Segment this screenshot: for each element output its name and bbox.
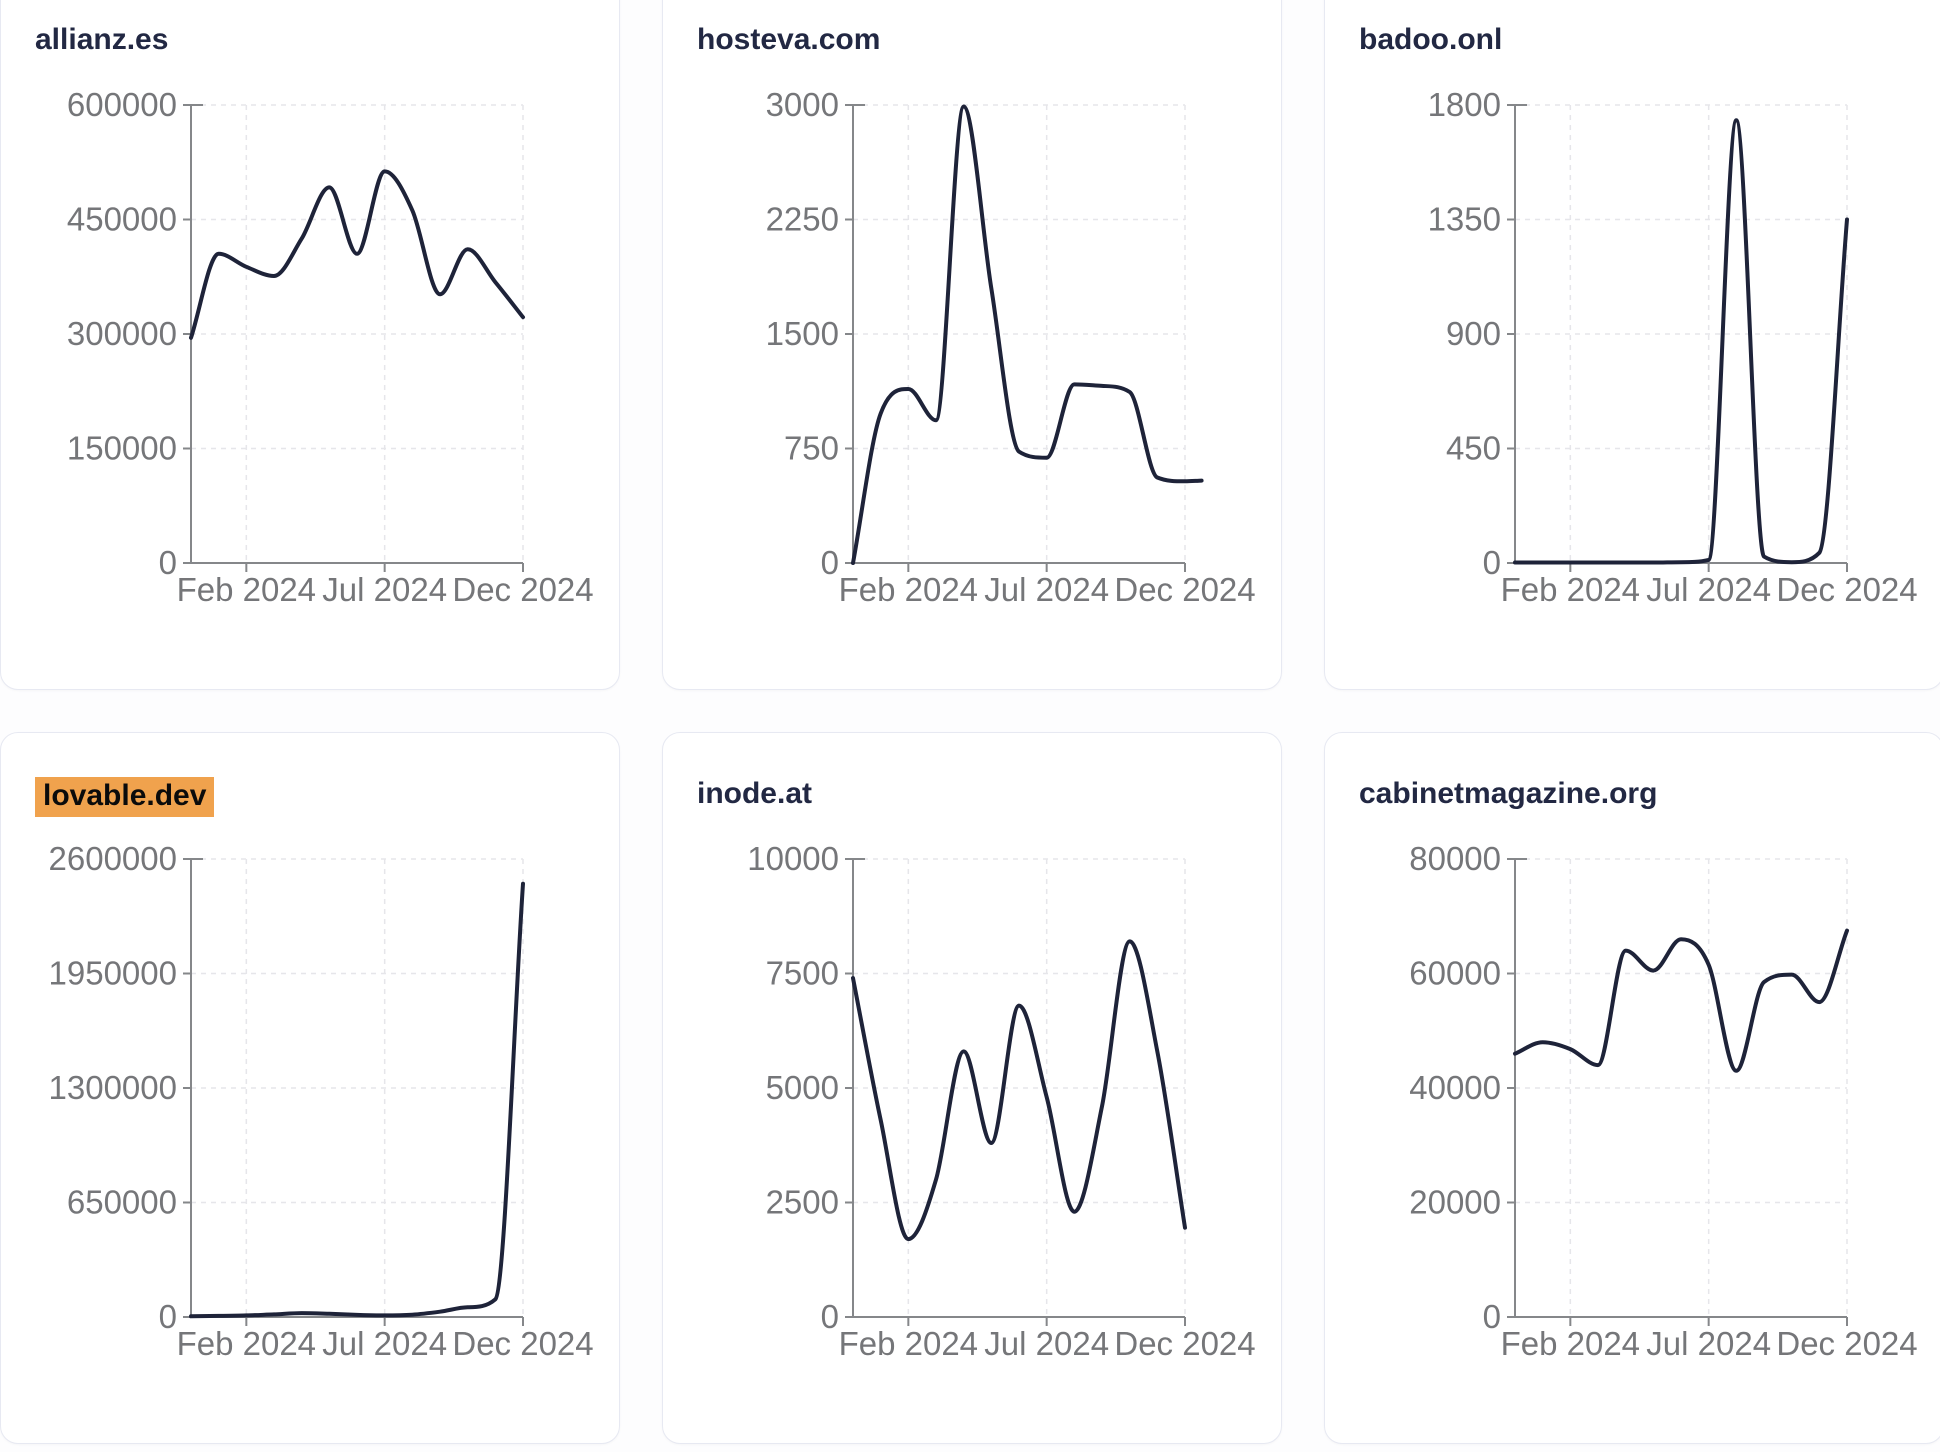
- line-series: [851, 939, 1187, 1242]
- y-tick-label: 60000: [1409, 955, 1501, 992]
- card-title: inode.at: [697, 777, 812, 812]
- x-tick-label: Dec 2024: [1776, 571, 1917, 608]
- x-tick-label: Jul 2024: [322, 1325, 447, 1362]
- card-title: badoo.onl: [1359, 23, 1502, 58]
- y-tick-label: 1950000: [49, 955, 177, 992]
- y-tick-label: 0: [821, 1298, 839, 1335]
- x-tick-label: Dec 2024: [1114, 571, 1255, 608]
- domain-card-hosteva[interactable]: hosteva.com 0 750 1500 2250 3000 Feb 2024 Jul …: [662, 0, 1282, 690]
- domain-name: inode.at: [697, 777, 813, 810]
- card-title: hosteva.com: [697, 23, 880, 58]
- domain-name: hosteva.com: [697, 23, 881, 56]
- x-tick-label: Feb 2024: [839, 571, 978, 608]
- y-tick-label: 1350: [1428, 201, 1501, 238]
- domain-card-badoo[interactable]: badoo.onl 0 450 900 1350 1800 Feb 2024 Jul 202…: [1324, 0, 1940, 690]
- card-title: allianz.es: [35, 23, 168, 58]
- y-tick-label: 40000: [1409, 1069, 1501, 1106]
- x-tick-label: Feb 2024: [1501, 1325, 1640, 1362]
- y-tick-label: 80000: [1409, 840, 1501, 877]
- y-tick-label: 1500: [766, 315, 839, 352]
- y-tick-label: 450000: [67, 201, 177, 238]
- card-title: cabinetmagazine.org: [1359, 777, 1657, 812]
- x-tick-label: Dec 2024: [452, 571, 593, 608]
- domain-card-allianz[interactable]: allianz.es 0 150000 300000 450000 600000 Feb …: [0, 0, 620, 690]
- y-tick-label: 150000: [67, 430, 177, 467]
- x-tick-label: Jul 2024: [1646, 1325, 1771, 1362]
- y-tick-label: 750: [784, 430, 839, 467]
- x-tick-label: Jul 2024: [1646, 571, 1771, 608]
- y-tick-label: 0: [159, 544, 177, 581]
- line-series: [1513, 118, 1849, 565]
- domain-name: badoo.onl: [1359, 23, 1503, 56]
- y-tick-label: 450: [1446, 430, 1501, 467]
- y-tick-label: 0: [159, 1298, 177, 1335]
- x-tick-label: Jul 2024: [984, 1325, 1109, 1362]
- y-tick-label: 0: [821, 544, 839, 581]
- traffic-line-chart: 0 650000 1300000 1950000 2600000 Feb 2024 Jul …: [49, 840, 594, 1362]
- y-tick-label: 0: [1483, 1298, 1501, 1335]
- line-series: [189, 881, 525, 1319]
- line-series: [851, 104, 1204, 565]
- y-tick-label: 10000: [747, 840, 839, 877]
- x-tick-label: Jul 2024: [322, 571, 447, 608]
- domain-name: allianz.es: [35, 23, 169, 56]
- traffic-line-chart: 0 150000 300000 450000 600000 Feb 2024 Jul 202…: [67, 86, 594, 608]
- domain-name: cabinetmagazine.org: [1359, 777, 1658, 810]
- traffic-line-chart: 0 750 1500 2250 3000 Feb 2024 Jul 2024 Dec 2024: [766, 86, 1256, 608]
- y-tick-label: 2600000: [49, 840, 177, 877]
- domain-card-lovable[interactable]: lovable.dev 0 650000 1300000 1950000 2600000…: [0, 732, 620, 1444]
- y-tick-label: 7500: [766, 955, 839, 992]
- y-tick-label: 2500: [766, 1184, 839, 1221]
- traffic-line-chart: 0 450 900 1350 1800 Feb 2024 Jul 2024 Dec 2024: [1428, 86, 1918, 608]
- domain-card-cabinetmagazine[interactable]: cabinetmagazine.org 0 20000 40000 60000 8000…: [1324, 732, 1940, 1444]
- domain-card-inode[interactable]: inode.at 0 2500 5000 7500 10000 Feb 2024 Jul 2…: [662, 732, 1282, 1444]
- x-tick-label: Feb 2024: [177, 571, 316, 608]
- x-tick-label: Dec 2024: [1776, 1325, 1917, 1362]
- line-series: [1513, 928, 1849, 1073]
- y-tick-label: 1300000: [49, 1069, 177, 1106]
- line-series: [189, 169, 525, 340]
- x-tick-label: Dec 2024: [452, 1325, 593, 1362]
- y-tick-label: 900: [1446, 315, 1501, 352]
- y-tick-label: 1800: [1428, 86, 1501, 123]
- domain-name: lovable.dev: [35, 777, 215, 817]
- y-tick-label: 5000: [766, 1069, 839, 1106]
- y-tick-label: 2250: [766, 201, 839, 238]
- x-tick-label: Feb 2024: [177, 1325, 316, 1362]
- x-tick-label: Jul 2024: [984, 571, 1109, 608]
- y-tick-label: 3000: [766, 86, 839, 123]
- x-tick-label: Dec 2024: [1114, 1325, 1255, 1362]
- y-tick-label: 0: [1483, 544, 1501, 581]
- x-tick-label: Feb 2024: [839, 1325, 978, 1362]
- traffic-line-chart: 0 2500 5000 7500 10000 Feb 2024 Jul 2024 Dec 20…: [747, 840, 1255, 1362]
- y-tick-label: 300000: [67, 315, 177, 352]
- card-title: lovable.dev: [35, 777, 215, 817]
- y-tick-label: 650000: [67, 1184, 177, 1221]
- y-tick-label: 20000: [1409, 1184, 1501, 1221]
- y-tick-label: 600000: [67, 86, 177, 123]
- traffic-line-chart: 0 20000 40000 60000 80000 Feb 2024 Jul 2024 Dec…: [1409, 840, 1917, 1362]
- x-tick-label: Feb 2024: [1501, 571, 1640, 608]
